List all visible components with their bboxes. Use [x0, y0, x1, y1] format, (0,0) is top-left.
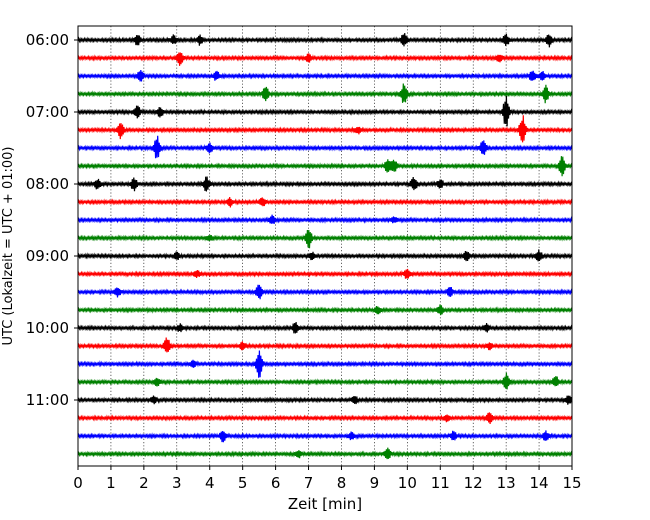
- x-axis-label: Zeit [min]: [288, 495, 362, 513]
- trace-0915: [77, 268, 573, 279]
- trace-1145: [77, 447, 573, 460]
- y-axis-ticks: 06:00 07:00 08:00 09:00 10:00 11:00: [26, 31, 78, 409]
- x-tick-label: 11: [431, 474, 450, 492]
- x-tick-label: 2: [139, 474, 149, 492]
- x-tick-label: 0: [73, 474, 83, 492]
- x-tick-label: 1: [106, 474, 116, 492]
- trace-1000: [77, 321, 573, 334]
- trace-0715: [77, 115, 573, 143]
- x-axis-ticks: 0 1 2 3 4 5 6 7 8 9 10 11 12 13 14 15: [73, 466, 582, 492]
- trace-1115: [77, 412, 573, 425]
- x-tick-label: 3: [172, 474, 182, 492]
- y-tick-label: 10:00: [26, 319, 69, 337]
- trace-0800: [77, 176, 573, 192]
- trace-0730: [77, 135, 573, 159]
- trace-1130: [77, 430, 573, 443]
- trace-0900: [77, 249, 573, 262]
- trace-0645: [77, 83, 573, 104]
- y-axis-label: UTC (Lokalzeit = UTC + 01:00): [1, 147, 16, 346]
- x-tick-label: 10: [398, 474, 417, 492]
- trace-0600: [77, 33, 573, 48]
- y-tick-label: 07:00: [26, 103, 69, 121]
- trace-1015: [77, 337, 573, 353]
- y-tick-label: 11:00: [26, 391, 69, 409]
- x-tick-label: 8: [337, 474, 347, 492]
- x-tick-label: 12: [464, 474, 483, 492]
- x-tick-label: 4: [205, 474, 215, 492]
- plot-frame: [77, 25, 573, 467]
- y-tick-label: 09:00: [26, 247, 69, 265]
- trace-0815: [77, 197, 573, 208]
- trace-1045: [77, 372, 573, 390]
- y-tick-label: 08:00: [26, 175, 69, 193]
- trace-0615: [77, 52, 573, 66]
- x-tick-label: 5: [238, 474, 248, 492]
- x-tick-label: 15: [562, 474, 581, 492]
- trace-0845: [77, 229, 573, 249]
- trace-0700: [77, 95, 573, 127]
- trace-0830: [77, 214, 573, 224]
- trace-0630: [77, 69, 573, 82]
- traces: [77, 33, 573, 460]
- x-tick-label: 13: [497, 474, 516, 492]
- x-tick-label: 14: [530, 474, 549, 492]
- trace-0945: [77, 304, 573, 316]
- trace-0930: [77, 284, 573, 300]
- x-tick-label: 7: [304, 474, 314, 492]
- x-tick-label: 6: [271, 474, 281, 492]
- x-tick-label: 9: [370, 474, 380, 492]
- trace-1030: [77, 350, 573, 378]
- trace-0745: [77, 156, 573, 177]
- trace-1100: [77, 395, 573, 405]
- y-tick-label: 06:00: [26, 31, 69, 49]
